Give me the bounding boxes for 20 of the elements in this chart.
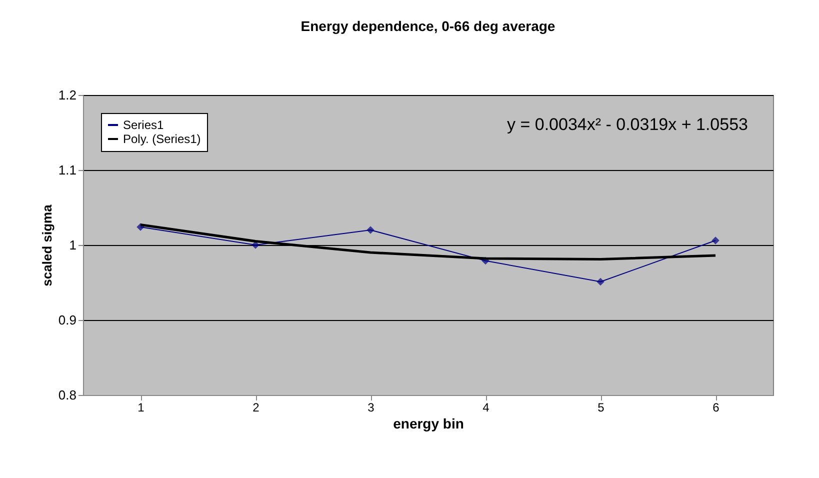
x-tick-label: 5 [598, 400, 605, 414]
point [596, 278, 604, 286]
x-tick-label: 3 [368, 400, 375, 414]
chart-title: Energy dependence, 0-66 deg average [300, 18, 556, 34]
x-axis-title: energy bin [393, 416, 464, 432]
legend-label: Poly. (Series1) [123, 132, 201, 146]
x-tick-label: 4 [482, 400, 490, 414]
x-tick-label: 2 [252, 400, 260, 414]
y-tick-label: 0.9 [58, 312, 76, 328]
point [366, 226, 374, 234]
legend-label: Series1 [123, 118, 164, 132]
annotation: y = 0.0034x² - 0.0319x + 1.0553 [506, 115, 748, 134]
y-tick-label: 0.8 [58, 388, 76, 402]
y-tick-label: 1.2 [58, 88, 76, 102]
point [712, 236, 720, 244]
y-tick-label: 1.1 [58, 162, 76, 178]
y-axis-title: scaled sigma [39, 204, 54, 286]
y-tick-label: 1 [69, 238, 76, 252]
x-tick-label: 6 [712, 400, 720, 414]
x-tick-label: 1 [138, 400, 145, 414]
